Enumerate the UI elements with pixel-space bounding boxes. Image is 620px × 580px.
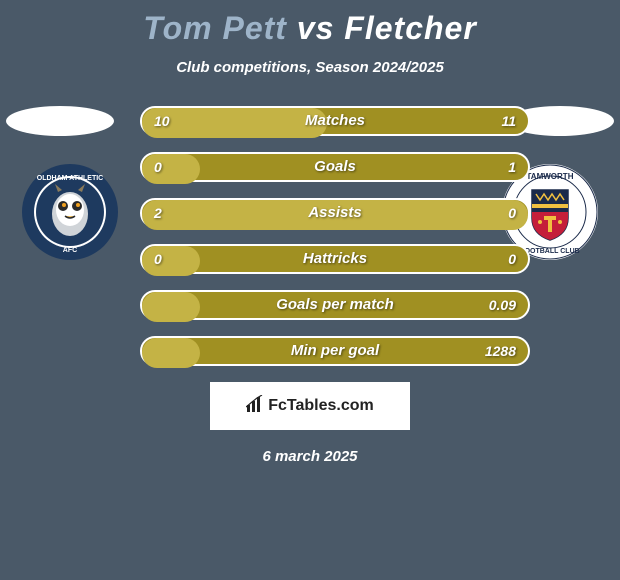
oldham-crest-icon: OLDHAM ATHLETIC AFC: [20, 162, 120, 262]
stat-label: Hattricks: [140, 244, 530, 274]
comparison-title: Tom Pett vs Fletcher: [0, 0, 620, 47]
stat-label: Goals per match: [140, 290, 530, 320]
player1-name: Tom Pett: [143, 10, 287, 46]
branding-text: FcTables.com: [268, 397, 374, 415]
branding-badge: FcTables.com: [210, 382, 410, 430]
player1-crest: OLDHAM ATHLETIC AFC: [20, 162, 120, 262]
svg-text:AFC: AFC: [63, 247, 77, 254]
stat-row: 00Hattricks: [140, 244, 530, 274]
stat-label: Matches: [140, 106, 530, 136]
svg-text:OLDHAM ATHLETIC: OLDHAM ATHLETIC: [37, 175, 104, 182]
stats-bars: 1011Matches 01Goals 20Assists 00Hattricks 0.…: [140, 106, 530, 366]
date-text: 6 march 2025: [0, 448, 620, 465]
player2-name: Fletcher: [344, 10, 476, 46]
stat-label: Min per goal: [140, 336, 530, 366]
subtitle: Club competitions, Season 2024/2025: [0, 59, 620, 76]
stat-label: Assists: [140, 198, 530, 228]
stat-row: 1011Matches: [140, 106, 530, 136]
player1-platform: [6, 106, 114, 136]
svg-text:TAMWORTH: TAMWORTH: [527, 172, 574, 181]
vs-text: vs: [297, 10, 335, 46]
stat-row: 0.09Goals per match: [140, 290, 530, 320]
stat-row: 20Assists: [140, 198, 530, 228]
stat-row: 01Goals: [140, 152, 530, 182]
stat-label: Goals: [140, 152, 530, 182]
comparison-content: OLDHAM ATHLETIC AFC TAMWORTH FOOTBALL CL…: [0, 106, 620, 366]
stat-row: 1288Min per goal: [140, 336, 530, 366]
chart-icon: [246, 395, 264, 418]
